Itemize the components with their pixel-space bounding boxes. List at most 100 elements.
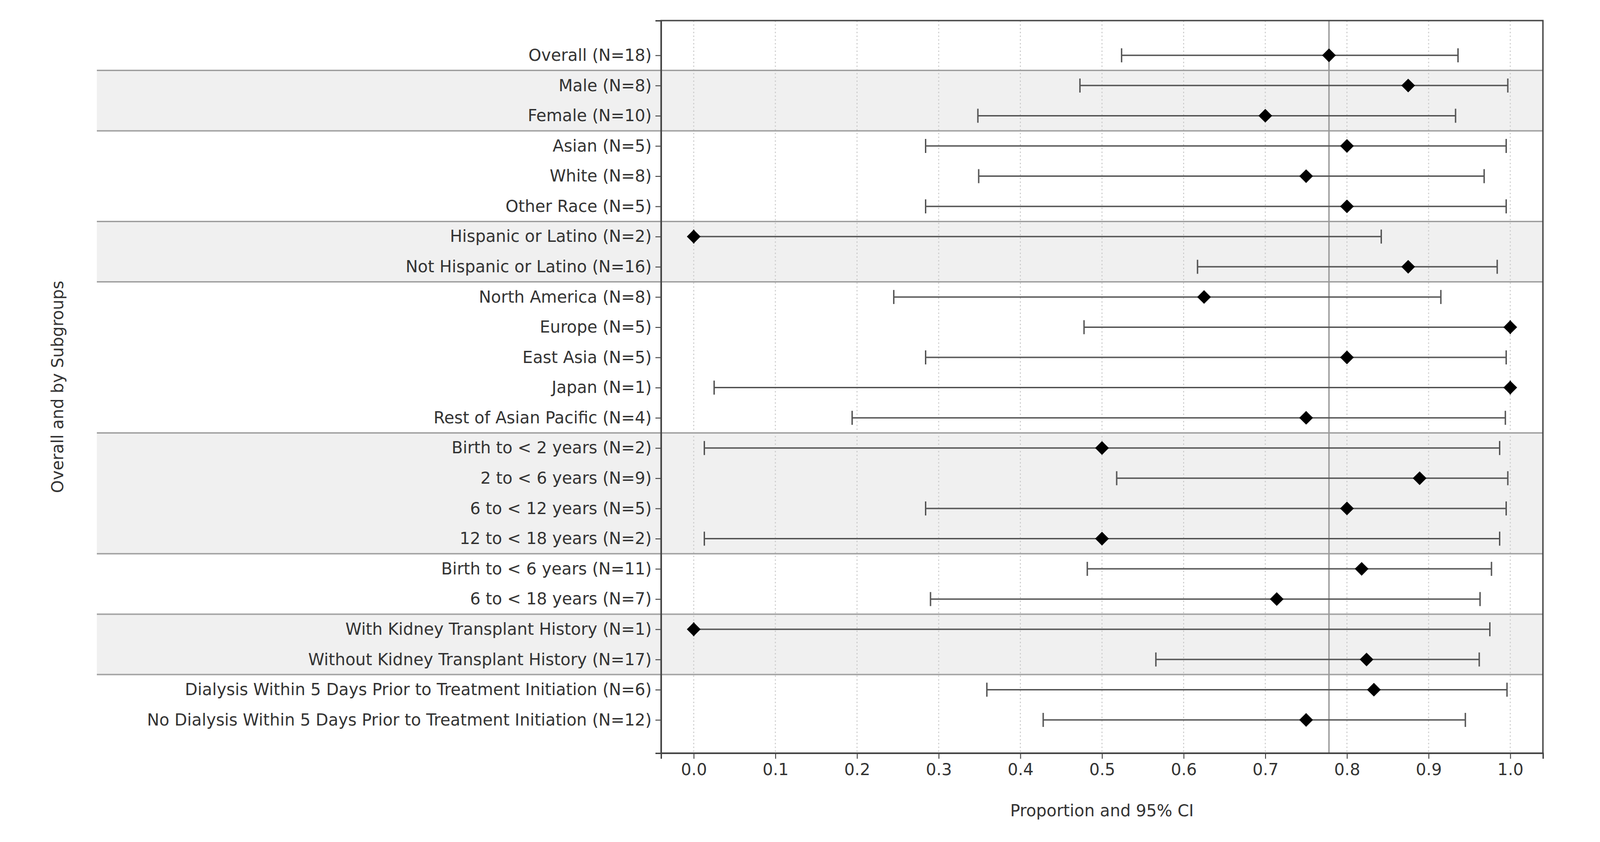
y-tick: Not Hispanic or Latino (N=16) xyxy=(405,257,662,277)
y-tick-label: 6 to < 18 years (N=7) xyxy=(470,589,652,609)
ci-cap-lower xyxy=(1083,320,1085,335)
group-band xyxy=(96,432,1543,554)
ci-cap-upper xyxy=(1489,622,1491,637)
y-tick-mark xyxy=(655,387,662,389)
y-tick-label: Birth to < 6 years (N=11) xyxy=(441,559,652,579)
point-estimate xyxy=(1367,683,1381,697)
point-estimate xyxy=(1354,561,1369,576)
point-estimate xyxy=(1299,169,1313,183)
y-tick-mark xyxy=(655,55,662,57)
ci-cap-upper xyxy=(1457,48,1459,63)
chart: 0.00.10.20.30.40.50.60.70.80.91.0Overall… xyxy=(0,0,1600,842)
y-tick: Rest of Asian Pacific (N=4) xyxy=(433,408,662,428)
y-tick: 6 to < 18 years (N=7) xyxy=(470,589,662,609)
y-tick-mark xyxy=(655,85,662,87)
point-estimate xyxy=(1359,652,1374,667)
group-separator xyxy=(96,281,1543,283)
ci-cap-upper xyxy=(1506,471,1509,486)
ci-cap-upper xyxy=(1454,108,1457,123)
ci-cap-upper xyxy=(1380,229,1382,244)
y-tick: Without Kidney Transplant History (N=17) xyxy=(308,650,662,670)
ci-line xyxy=(1116,477,1508,480)
ci-line xyxy=(1083,326,1511,328)
y-tick-label: Dialysis Within 5 Days Prior to Treatmen… xyxy=(184,680,652,699)
ci-cap-lower xyxy=(1115,471,1118,486)
ci-cap-lower xyxy=(924,138,927,153)
point-estimate xyxy=(1339,199,1354,213)
y-tick-label: With Kidney Transplant History (N=1) xyxy=(345,619,652,639)
ci-cap-upper xyxy=(1506,78,1509,93)
ci-cap-lower xyxy=(1155,652,1157,667)
y-tick-label: Rest of Asian Pacific (N=4) xyxy=(433,408,652,428)
ci-line xyxy=(713,386,1511,389)
ci-line xyxy=(925,205,1507,208)
ci-line xyxy=(1043,719,1466,721)
x-tick-mark xyxy=(1265,753,1266,759)
y-tick-mark xyxy=(655,236,662,238)
point-estimate xyxy=(1503,320,1518,335)
y-tick-mark xyxy=(655,719,662,721)
y-tick: White (N=8) xyxy=(549,166,662,186)
ci-cap-upper xyxy=(1496,259,1499,274)
x-tick: 0.8 xyxy=(1334,753,1361,779)
y-tick-mark xyxy=(655,689,662,691)
point-estimate xyxy=(1322,48,1336,63)
ci-line xyxy=(693,628,1491,631)
y-tick: Dialysis Within 5 Days Prior to Treatmen… xyxy=(184,680,662,699)
row-marks xyxy=(1087,561,1492,576)
row-marks xyxy=(925,501,1507,516)
row-marks xyxy=(713,380,1517,395)
ci-line xyxy=(977,115,1456,117)
x-axis-title: Proportion and 95% CI xyxy=(1010,801,1194,821)
row-marks xyxy=(1043,712,1466,728)
y-tick: Overall (N=18) xyxy=(528,45,662,65)
y-tick-mark xyxy=(655,206,662,208)
row-marks xyxy=(1083,320,1518,335)
point-estimate xyxy=(686,622,701,637)
ci-cap-lower xyxy=(977,169,980,184)
point-estimate xyxy=(1503,380,1518,395)
x-tick: 0.0 xyxy=(680,753,707,779)
y-tick-label: Birth to < 2 years (N=2) xyxy=(451,438,652,458)
y-tick: No Dialysis Within 5 Days Prior to Treat… xyxy=(146,710,662,730)
row-marks xyxy=(851,410,1506,425)
ci-cap-lower xyxy=(924,350,927,365)
y-axis: Overall (N=18)Male (N=8)Female (N=10)Asi… xyxy=(146,21,662,754)
y-axis-title: Overall and by Subgroups xyxy=(48,280,67,494)
y-tick-label: Not Hispanic or Latino (N=16) xyxy=(405,257,652,277)
y-tick-label: Other Race (N=5) xyxy=(505,196,653,216)
ci-cap-lower xyxy=(977,108,979,123)
ci-cap-upper xyxy=(1483,169,1485,184)
y-tick-label: Female (N=10) xyxy=(527,106,652,125)
ci-cap-upper xyxy=(1506,682,1508,697)
point-estimate xyxy=(1401,260,1415,274)
point-estimate xyxy=(1269,592,1284,606)
row-marks xyxy=(986,682,1507,697)
ci-cap-lower xyxy=(1120,48,1123,63)
ci-cap-upper xyxy=(1505,138,1507,153)
y-tick-mark xyxy=(655,266,662,268)
y-tick-label: 12 to < 18 years (N=2) xyxy=(459,529,652,548)
point-estimate xyxy=(1095,531,1109,546)
y-tick: East Asia (N=5) xyxy=(522,348,662,367)
ci-line xyxy=(1156,658,1480,661)
ci-cap-upper xyxy=(1505,350,1507,365)
row-marks xyxy=(925,199,1507,214)
ci-cap-lower xyxy=(851,410,853,425)
ci-line xyxy=(978,175,1484,177)
group-separator xyxy=(96,69,1543,72)
y-tick-label: Overall (N=18) xyxy=(528,45,652,65)
ci-line xyxy=(930,598,1481,600)
ci-cap-lower xyxy=(1196,259,1199,274)
y-tick-mark xyxy=(655,145,662,147)
x-tick: 0.4 xyxy=(1007,753,1034,779)
x-tick: 0.7 xyxy=(1252,753,1279,779)
y-tick-mark xyxy=(655,447,662,449)
ci-line xyxy=(693,235,1382,238)
x-tick: 0.2 xyxy=(844,753,871,779)
y-tick-mark xyxy=(655,357,662,359)
group-separator xyxy=(96,674,1543,676)
ci-cap-upper xyxy=(1505,501,1507,516)
y-tick-mark xyxy=(655,538,662,540)
x-tick-mark xyxy=(693,753,695,759)
